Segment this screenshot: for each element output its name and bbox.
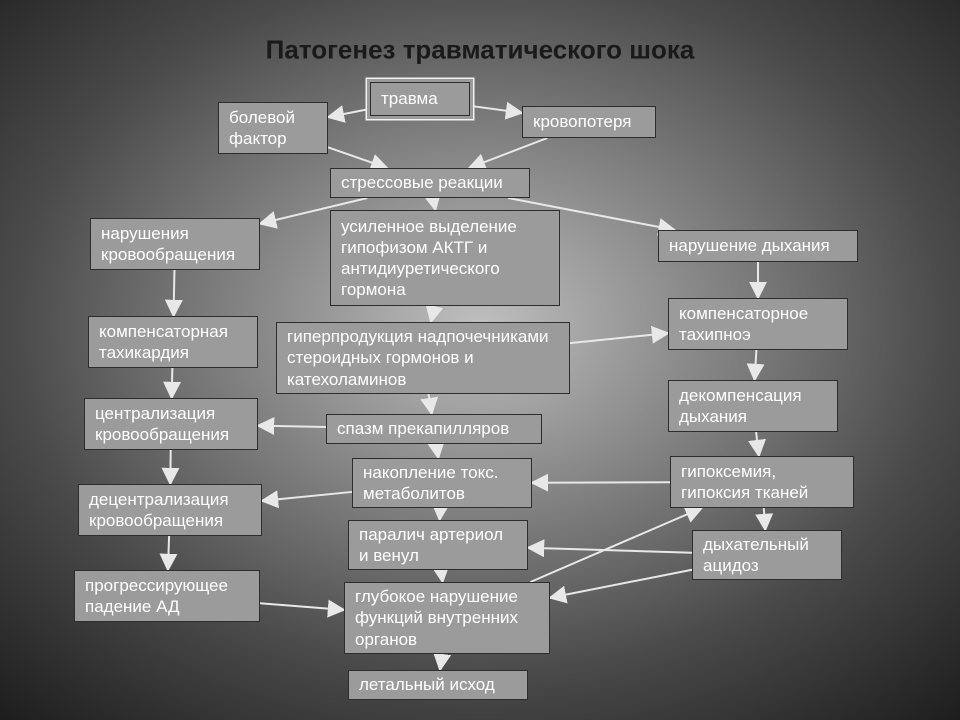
- node-label: болевой фактор: [229, 107, 317, 150]
- flowchart-canvas: Патогенез травматического шока травма бол…: [0, 0, 960, 720]
- node-label: кровопотеря: [533, 111, 631, 132]
- node-label: прогрессирующее падение АД: [85, 575, 249, 618]
- edge-decentr-press: [168, 536, 169, 570]
- edge-hypox-acid: [764, 508, 766, 530]
- node-label: травма: [381, 88, 438, 109]
- edge-pain-stress: [328, 147, 387, 168]
- node-label: нарушения кровообращения: [101, 223, 249, 266]
- edge-stress-aktg: [433, 198, 435, 210]
- node-spasm: спазм прекапилляров: [326, 414, 542, 444]
- edge-hyperprod-spasm: [429, 394, 432, 414]
- edge-press-deep: [260, 603, 344, 610]
- node-paral: паралич артериол и венул: [348, 520, 528, 570]
- edge-spasm-metab: [436, 444, 438, 458]
- node-press: прогрессирующее падение АД: [74, 570, 260, 622]
- node-hyperprod: гиперпродукция надпочечниками стероидных…: [276, 322, 570, 394]
- edge-decomp-hypox: [756, 432, 759, 456]
- node-label: компенсаторное тахипноэ: [679, 303, 837, 346]
- node-metab: накопление токс. метаболитов: [352, 458, 532, 508]
- edge-acid-deep: [550, 570, 692, 598]
- edge-circ_dis-tachycardia: [174, 270, 175, 316]
- node-label: стрессовые реакции: [341, 172, 503, 193]
- node-circ_dis: нарушения кровообращения: [90, 218, 260, 270]
- node-aktg: усиленное выделение гипофизом АКТГ и ант…: [330, 210, 560, 306]
- node-label: гипоксемия, гипоксия тканей: [681, 461, 843, 504]
- node-label: гиперпродукция надпочечниками стероидных…: [287, 326, 559, 390]
- edge-spasm-central: [258, 426, 326, 427]
- edge-aktg-hyperprod: [431, 306, 435, 322]
- edge-tachypnoe-decomp: [755, 350, 757, 380]
- node-label: нарушение дыхания: [669, 235, 830, 256]
- node-stress: стрессовые реакции: [330, 168, 530, 198]
- node-tachycardia: компенсаторная тахикардия: [88, 316, 258, 368]
- node-decentr: децентрализация кровообращения: [78, 484, 262, 536]
- edge-deep-lethal: [440, 654, 442, 670]
- edge-deep-hypox: [530, 508, 701, 582]
- node-tachypnoe: компенсаторное тахипноэ: [668, 298, 848, 350]
- node-hypox: гипоксемия, гипоксия тканей: [670, 456, 854, 508]
- node-label: летальный исход: [359, 674, 495, 695]
- node-label: паралич артериол и венул: [359, 524, 517, 567]
- edge-metab-paral: [440, 508, 441, 520]
- node-decomp: декомпенсация дыхания: [668, 380, 838, 432]
- node-label: децентрализация кровообращения: [89, 489, 251, 532]
- node-central: централизация кровообращения: [84, 398, 258, 450]
- edge-metab-decentr: [262, 492, 352, 501]
- node-label: дыхательный ацидоз: [703, 534, 831, 577]
- edge-trauma-pain: [328, 109, 370, 117]
- edge-tachycardia-central: [172, 368, 173, 398]
- node-label: спазм прекапилляров: [337, 418, 509, 439]
- edge-paral-deep: [441, 570, 442, 582]
- edge-bloodloss-stress: [469, 138, 547, 168]
- node-label: накопление токс. метаболитов: [363, 462, 521, 505]
- node-label: глубокое нарушение функций внутренних ор…: [355, 586, 539, 650]
- node-label: декомпенсация дыхания: [679, 385, 827, 428]
- node-label: усиленное выделение гипофизом АКТГ и ант…: [341, 216, 549, 301]
- node-breath_dis: нарушение дыхания: [658, 230, 858, 262]
- chart-title: Патогенез травматического шока: [266, 35, 695, 66]
- node-label: централизация кровообращения: [95, 403, 247, 446]
- edge-hyperprod-tachypnoe: [570, 333, 668, 343]
- node-acid: дыхательный ацидоз: [692, 530, 842, 580]
- node-deep: глубокое нарушение функций внутренних ор…: [344, 582, 550, 654]
- node-bloodloss: кровопотеря: [522, 106, 656, 138]
- node-trauma: травма: [370, 82, 470, 116]
- node-lethal: летальный исход: [348, 670, 528, 700]
- node-pain: болевой фактор: [218, 102, 328, 154]
- node-label: компенсаторная тахикардия: [99, 321, 247, 364]
- edge-trauma-bloodloss: [470, 106, 522, 113]
